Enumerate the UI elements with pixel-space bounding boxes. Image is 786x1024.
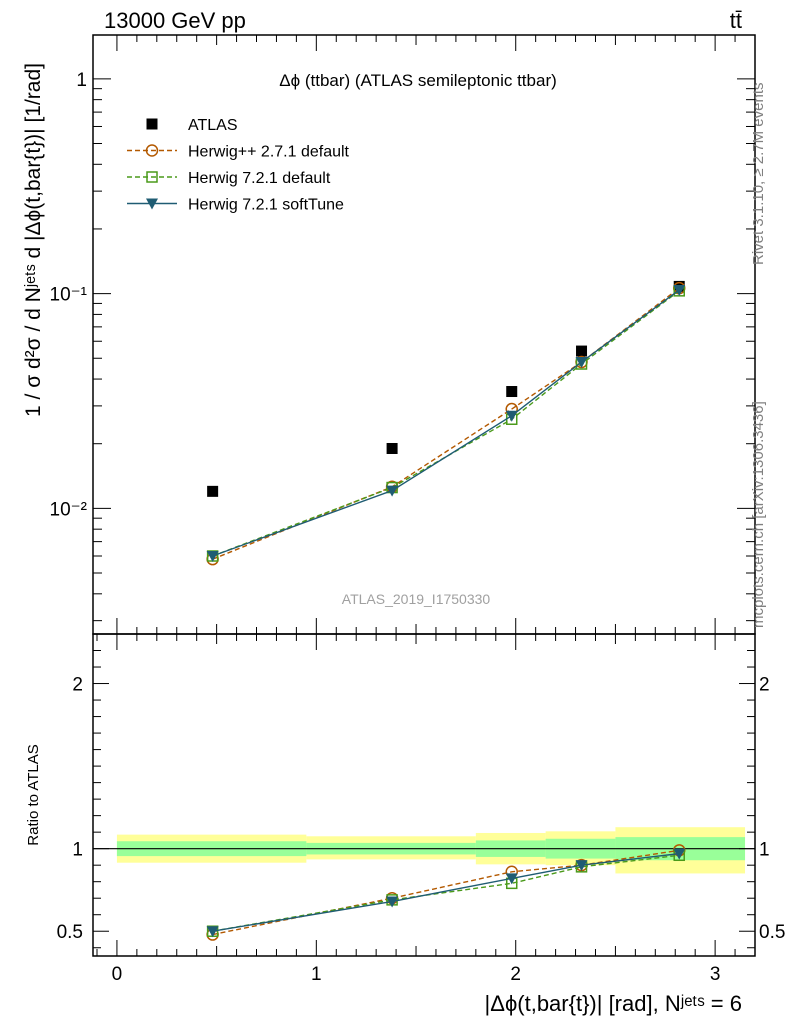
mcplots-label: mcplots.cern.ch [arXiv:1306.3436] xyxy=(750,401,767,628)
ratio-y-tick-label: 0.5 xyxy=(57,922,83,943)
data-point xyxy=(386,442,398,454)
x-tick-label: 3 xyxy=(710,964,721,985)
legend-entry: Herwig++ 2.7.1 default xyxy=(127,144,350,161)
main-panel: 1 10⁻¹ 10⁻² Δϕ (ttbar) (ATLAS semileptonic… xyxy=(22,34,756,635)
ratio-y-tick-label-right: 1 xyxy=(759,840,770,861)
series-herwig-2-7-1-default xyxy=(206,281,686,566)
ratio-y-tick-label-right: 2 xyxy=(759,675,770,696)
legend-label: Herwig 7.2.1 default xyxy=(188,170,331,187)
ratio-line xyxy=(212,854,680,932)
ratio-uncertainty-bands xyxy=(116,827,746,874)
legend-marker xyxy=(146,198,158,210)
legend-entry: ATLAS xyxy=(146,117,238,134)
ratio-series-herwig-7-2-1-softtune xyxy=(206,848,686,938)
legend-entry: Herwig 7.2.1 softTune xyxy=(127,197,344,214)
ratio-axis-ticks: 0.5 0.5 1 1 2 2 0 1 2 3 xyxy=(57,633,785,985)
legend-marker xyxy=(146,118,158,130)
header-right: tt̄ xyxy=(730,8,742,33)
legend-label: Herwig++ 2.7.1 default xyxy=(188,144,350,161)
ratio-y-tick-label: 2 xyxy=(72,675,83,696)
data-point xyxy=(576,345,588,357)
main-series xyxy=(206,280,686,566)
data-point xyxy=(506,386,518,398)
x-tick-label: 1 xyxy=(311,964,322,985)
data-point xyxy=(575,357,588,369)
data-point xyxy=(207,485,219,497)
series-line xyxy=(212,287,680,560)
ratio-frame xyxy=(92,633,756,957)
ratio-point xyxy=(575,860,588,872)
ratio-series xyxy=(206,844,686,941)
series-herwig-7-2-1-default xyxy=(206,285,685,562)
ratio-point xyxy=(206,926,219,938)
ratio-y-tick-label-right: 0.5 xyxy=(759,922,785,943)
main-y-tick-label: 1 xyxy=(76,70,87,91)
header-left: 13000 GeV pp xyxy=(104,8,246,33)
series-atlas xyxy=(207,280,685,497)
series-line xyxy=(212,290,680,557)
data-point xyxy=(386,485,399,497)
ratio-point xyxy=(386,896,399,908)
analysis-watermark: ATLAS_2019_I1750330 xyxy=(342,591,491,607)
ratio-point xyxy=(505,873,518,885)
legend-label: Herwig 7.2.1 softTune xyxy=(188,197,344,214)
data-point xyxy=(673,284,686,296)
legend-label: ATLAS xyxy=(188,117,238,134)
data-point xyxy=(206,551,219,563)
ratio-y-axis-label: Ratio to ATLAS xyxy=(25,744,42,845)
x-axis-label: |Δϕ(t,bar{t})| [rad], Nʲᵉᵗˢ = 6 xyxy=(485,991,742,1016)
ratio-panel: 0.5 0.5 1 1 2 2 0 1 2 3 Ratio to ATLAS |Δϕ(t,bar{… xyxy=(25,633,785,1016)
main-y-tick-label: 10⁻¹ xyxy=(50,285,88,306)
ratio-point xyxy=(673,848,686,860)
x-tick-label: 2 xyxy=(510,964,521,985)
rivet-label: Rivet 3.1.10, ≥ 2.7M events xyxy=(750,83,767,266)
main-y-tick-label: 10⁻² xyxy=(50,499,88,520)
data-point xyxy=(505,410,518,422)
main-title: Δϕ (ttbar) (ATLAS semileptonic ttbar) xyxy=(279,71,557,90)
series-herwig-7-2-1-softtune xyxy=(206,284,686,563)
legend: ATLAS Herwig++ 2.7.1 default Herwig 7.2.1 … xyxy=(127,117,350,214)
legend-entry: Herwig 7.2.1 default xyxy=(127,170,331,187)
ratio-y-tick-label: 1 xyxy=(72,840,83,861)
main-y-axis-label: 1 / σ d²σ / d Nʲᵉᵗˢ d |Δϕ(t,bar{t})| [1/… xyxy=(22,63,45,417)
legend-marker xyxy=(146,171,158,183)
main-axis-ticks: 1 10⁻¹ 10⁻² xyxy=(50,35,755,634)
x-tick-label: 0 xyxy=(112,964,123,985)
legend-marker xyxy=(145,144,159,157)
series-line xyxy=(212,289,680,557)
